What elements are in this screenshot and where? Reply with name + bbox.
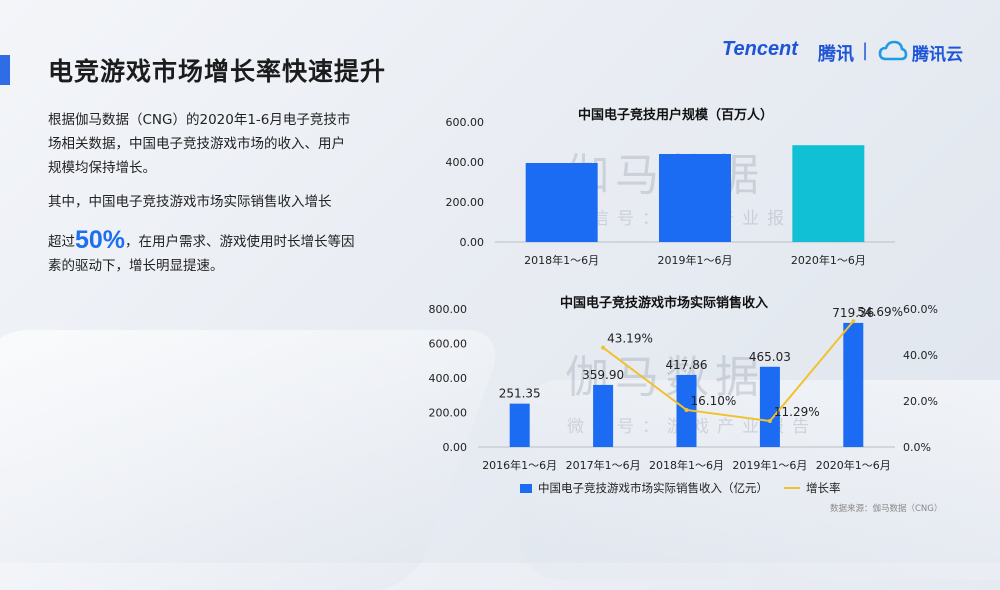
legend-bar-label: 中国电子竞技游戏市场实际销售收入（亿元）: [538, 481, 768, 495]
growth-paragraph: 其中，中国电子竞技游戏市场实际销售收入增长: [48, 194, 332, 210]
chart2-title: 中国电子竞技游戏市场实际销售收入: [560, 296, 769, 311]
y-left-tick-label: 200.00: [429, 407, 468, 420]
line-data-label: 43.19%: [607, 332, 653, 346]
bar-data-label: 359.90: [582, 368, 624, 382]
y-right-tick-label: 0.0%: [903, 441, 931, 454]
line-point: [851, 319, 856, 324]
bar-data-label: 719.36: [832, 306, 874, 320]
tencent-logo: Tencent: [722, 38, 798, 60]
line-point: [684, 407, 689, 412]
growth-suffix: ，在用户需求、游戏使用时长增长等因素的驱动下，增长明显提速。: [48, 234, 355, 274]
growth-prefix: 超过: [48, 234, 75, 250]
line-data-label: 11.29%: [774, 405, 820, 419]
x-tick-label: 2018年1～6月: [649, 458, 724, 472]
x-tick-label: 2019年1～6月: [732, 458, 807, 472]
y-right-tick-label: 60.0%: [903, 303, 938, 316]
data-source: 数据来源：伽马数据（CNG）: [830, 504, 943, 514]
x-tick-label: 2019年1～6月: [658, 253, 733, 267]
bar: [759, 366, 780, 447]
legend-line-swatch: [784, 487, 800, 489]
line-point: [767, 419, 772, 424]
bar: [659, 154, 731, 242]
chart1-title: 中国电子竞技用户规模（百万人）: [578, 108, 774, 123]
bar: [792, 145, 865, 242]
logo-separator: |: [862, 40, 869, 61]
y-tick-label: 200.00: [446, 196, 485, 209]
bar: [509, 403, 530, 447]
y-right-tick-label: 20.0%: [903, 395, 938, 408]
y-left-tick-label: 400.00: [429, 372, 468, 385]
intro-paragraph: 根据伽马数据（CNG）的2020年1-6月电子竞技市场相关数据，中国电子竞技游戏…: [48, 112, 351, 176]
legend-line-label: 增长率: [806, 481, 841, 495]
x-tick-label: 2018年1～6月: [524, 253, 599, 267]
x-tick-label: 2020年1～6月: [791, 253, 866, 267]
tencent-cn-logo: 腾讯: [818, 44, 854, 65]
user-scale-chart: 伽马数据微信号：游戏产业报告0.00200.00400.00600.002018…: [446, 116, 895, 267]
bar: [593, 384, 614, 447]
x-tick-label: 2016年1～6月: [482, 458, 557, 472]
page-title: 电竞游戏市场增长率快速提升: [48, 57, 387, 86]
x-tick-label: 2017年1～6月: [566, 458, 641, 472]
line-point: [601, 345, 606, 350]
cloud-icon: [878, 40, 908, 61]
revenue-chart: 伽马数据微信号：游戏产业报告0.00200.00400.00600.00800.…: [429, 303, 938, 472]
growth-detail-paragraph: 超过50%，在用户需求、游戏使用时长增长等因素的驱动下，增长明显提速。: [48, 228, 358, 278]
growth-rate-line: [602, 320, 855, 423]
title-accent-bar: [0, 55, 10, 85]
chart2-legend: 中国电子竞技游戏市场实际销售收入（亿元） 增长率: [520, 480, 841, 496]
bar-data-label: 251.35: [499, 387, 541, 401]
y-left-tick-label: 0.00: [443, 441, 468, 454]
y-tick-label: 400.00: [446, 156, 485, 169]
bar-data-label: 465.03: [749, 350, 791, 364]
bar-data-label: 417.86: [666, 358, 708, 372]
y-left-tick-label: 800.00: [429, 303, 468, 316]
bar: [525, 163, 598, 242]
growth-highlight: 50%: [75, 226, 126, 254]
x-tick-label: 2020年1～6月: [816, 458, 891, 472]
y-tick-label: 0.00: [460, 236, 485, 249]
y-tick-label: 600.00: [446, 116, 485, 129]
bar: [843, 322, 864, 447]
y-right-tick-label: 40.0%: [903, 349, 938, 362]
line-data-label: 54.69%: [857, 305, 903, 319]
line-data-label: 16.10%: [691, 394, 737, 408]
y-left-tick-label: 600.00: [429, 338, 468, 351]
tencent-cloud-logo: 腾讯云: [912, 45, 963, 65]
legend-bar-swatch: [520, 483, 532, 493]
